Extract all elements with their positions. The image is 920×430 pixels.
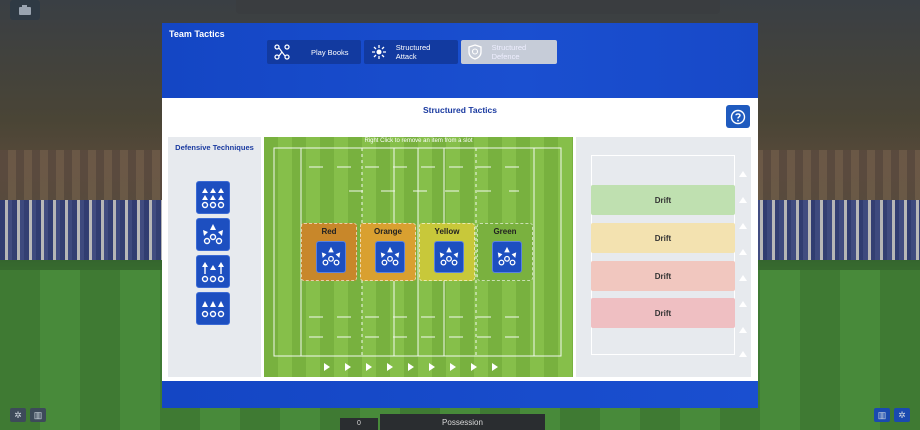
drift-row[interactable]: Drift xyxy=(591,261,735,291)
bottom-right-button-1[interactable]: ▥ xyxy=(874,408,890,422)
camera-icon xyxy=(19,5,31,15)
split-arrows-icon xyxy=(201,261,225,282)
technique-item[interactable] xyxy=(196,255,230,288)
crowd-left xyxy=(0,200,165,260)
slot-technique[interactable] xyxy=(492,241,522,273)
play-arrow-icon[interactable] xyxy=(408,363,414,371)
slot-technique[interactable] xyxy=(375,241,405,273)
slot-technique[interactable] xyxy=(316,241,346,273)
drift-row[interactable]: Drift xyxy=(591,223,735,253)
modal-header: Team Tactics Play Books Structured Attac… xyxy=(162,23,758,98)
panel-title: Defensive Techniques xyxy=(175,143,254,152)
camera-button[interactable] xyxy=(10,0,40,20)
crown-fan-icon xyxy=(497,246,517,266)
up-arrow-icon[interactable] xyxy=(739,327,747,333)
slot-arrow-row xyxy=(324,363,498,371)
tab-label: Play Books xyxy=(311,47,349,57)
play-arrow-icon[interactable] xyxy=(387,363,393,371)
modal-footer xyxy=(162,381,758,408)
slot-label: Green xyxy=(493,227,517,236)
up-arrow-icon[interactable] xyxy=(739,197,747,203)
play-arrow-icon[interactable] xyxy=(324,363,330,371)
crown-fan-icon xyxy=(321,246,341,266)
technique-list xyxy=(196,181,230,325)
drift-label: Drift xyxy=(654,195,672,205)
burst-icon xyxy=(370,43,388,61)
drift-grid xyxy=(591,155,735,355)
gear-icon: ✲ xyxy=(898,409,906,420)
tab-play-books[interactable]: Play Books xyxy=(267,40,361,64)
network-icon xyxy=(273,43,291,61)
slot-green[interactable]: Green xyxy=(477,223,533,281)
shield-icon xyxy=(467,43,484,61)
triple-arrow-up-icon xyxy=(201,187,225,208)
tab-structured-defence[interactable]: Structured Defence xyxy=(461,40,557,64)
pitch-hint: Right Click to remove an item from a slo… xyxy=(364,138,473,144)
crown-fan-icon xyxy=(380,246,400,266)
play-arrow-icon[interactable] xyxy=(429,363,435,371)
possession-bar: Possession xyxy=(380,414,545,430)
tab-label: Structured Defence xyxy=(491,43,527,61)
up-arrow-icon[interactable] xyxy=(739,301,747,307)
slot-orange[interactable]: Orange xyxy=(360,223,416,281)
technique-item[interactable] xyxy=(196,218,230,251)
drift-row[interactable]: Drift xyxy=(591,298,735,328)
top-hud-bar xyxy=(236,0,720,14)
defensive-techniques-panel: Defensive Techniques xyxy=(168,137,261,377)
drift-panel: Drift Drift Drift Drift xyxy=(576,137,751,377)
up-arrow-icon[interactable] xyxy=(739,275,747,281)
crown-fan-icon xyxy=(203,223,223,244)
play-arrow-icon[interactable] xyxy=(345,363,351,371)
bottom-left-button-1[interactable]: ✲ xyxy=(10,408,26,422)
modal-title: Team Tactics xyxy=(169,29,225,39)
play-arrow-icon[interactable] xyxy=(471,363,477,371)
drift-label: Drift xyxy=(654,271,672,281)
slot-technique[interactable] xyxy=(434,241,464,273)
bottom-left-button-2[interactable]: ▥ xyxy=(30,408,46,422)
triple-wedge-icon xyxy=(201,300,225,317)
score-readout: 0 xyxy=(340,418,378,430)
drift-label: Drift xyxy=(654,308,672,318)
team-tactics-modal: Team Tactics Play Books Structured Attac… xyxy=(162,23,758,408)
stadium-icon: ▥ xyxy=(877,409,887,420)
up-arrow-icon[interactable] xyxy=(739,171,747,177)
section-title: Structured Tactics xyxy=(422,105,497,115)
help-button[interactable] xyxy=(726,105,750,128)
slot-label: Yellow xyxy=(434,227,460,236)
slot-label: Orange xyxy=(373,227,402,236)
technique-item[interactable] xyxy=(196,292,230,325)
gear-icon: ✲ xyxy=(14,409,22,420)
tab-bar: Play Books Structured Attack Structured … xyxy=(267,40,557,64)
drift-row[interactable]: Drift xyxy=(591,185,735,215)
up-arrow-icon[interactable] xyxy=(739,249,747,255)
slot-yellow[interactable]: Yellow xyxy=(419,223,475,281)
technique-item[interactable] xyxy=(196,181,230,214)
up-arrow-icon[interactable] xyxy=(739,223,747,229)
up-arrow-icon[interactable] xyxy=(739,351,747,357)
crown-fan-icon xyxy=(439,246,459,266)
play-arrow-icon[interactable] xyxy=(366,363,372,371)
tab-label: Structured Attack xyxy=(395,43,431,61)
play-arrow-icon[interactable] xyxy=(492,363,498,371)
bottom-right-button-2[interactable]: ✲ xyxy=(894,408,910,422)
crowd-right xyxy=(755,200,920,260)
tactics-pitch: Right Click to remove an item from a slo… xyxy=(264,137,573,377)
question-icon xyxy=(730,109,746,124)
play-arrow-icon[interactable] xyxy=(450,363,456,371)
slot-red[interactable]: Red xyxy=(301,223,357,281)
bars-icon: ▥ xyxy=(33,409,43,420)
drift-label: Drift xyxy=(654,233,672,243)
tab-structured-attack[interactable]: Structured Attack xyxy=(364,40,458,64)
slot-label: Red xyxy=(321,227,337,236)
